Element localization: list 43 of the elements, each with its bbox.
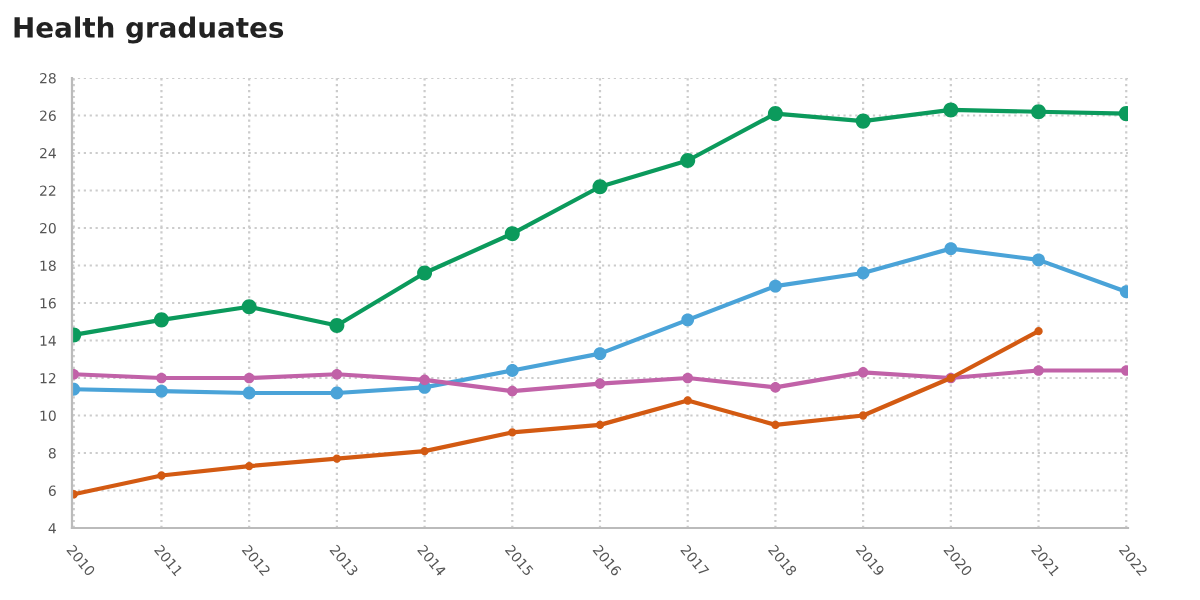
point xyxy=(680,153,696,168)
point xyxy=(767,106,783,122)
point xyxy=(943,102,959,118)
point xyxy=(507,385,518,397)
point xyxy=(156,372,167,384)
point xyxy=(1031,104,1047,120)
point xyxy=(681,313,695,327)
point xyxy=(595,420,605,430)
point xyxy=(419,374,430,386)
point xyxy=(771,420,780,430)
point xyxy=(858,411,868,420)
point xyxy=(157,471,166,480)
point xyxy=(1033,365,1044,376)
point xyxy=(682,372,693,384)
point xyxy=(504,226,520,242)
point xyxy=(329,318,345,333)
point xyxy=(155,384,168,398)
point xyxy=(508,428,517,437)
point xyxy=(683,396,692,405)
point xyxy=(505,364,519,377)
point xyxy=(332,454,342,463)
point xyxy=(592,179,608,195)
point xyxy=(330,386,344,400)
point xyxy=(331,368,343,380)
point xyxy=(1120,365,1128,376)
point xyxy=(857,367,869,378)
point xyxy=(420,446,429,456)
point xyxy=(856,266,870,280)
point xyxy=(417,265,433,281)
point xyxy=(769,279,782,293)
point xyxy=(944,242,958,256)
point xyxy=(1034,326,1043,336)
point xyxy=(770,382,781,393)
point xyxy=(855,113,871,129)
point xyxy=(242,386,256,400)
chart-title: Health graduates xyxy=(14,16,284,44)
point xyxy=(153,312,169,328)
point xyxy=(243,372,255,384)
point xyxy=(241,299,257,315)
point xyxy=(1032,253,1045,267)
point xyxy=(593,347,607,361)
point xyxy=(245,461,254,471)
point xyxy=(594,378,606,389)
